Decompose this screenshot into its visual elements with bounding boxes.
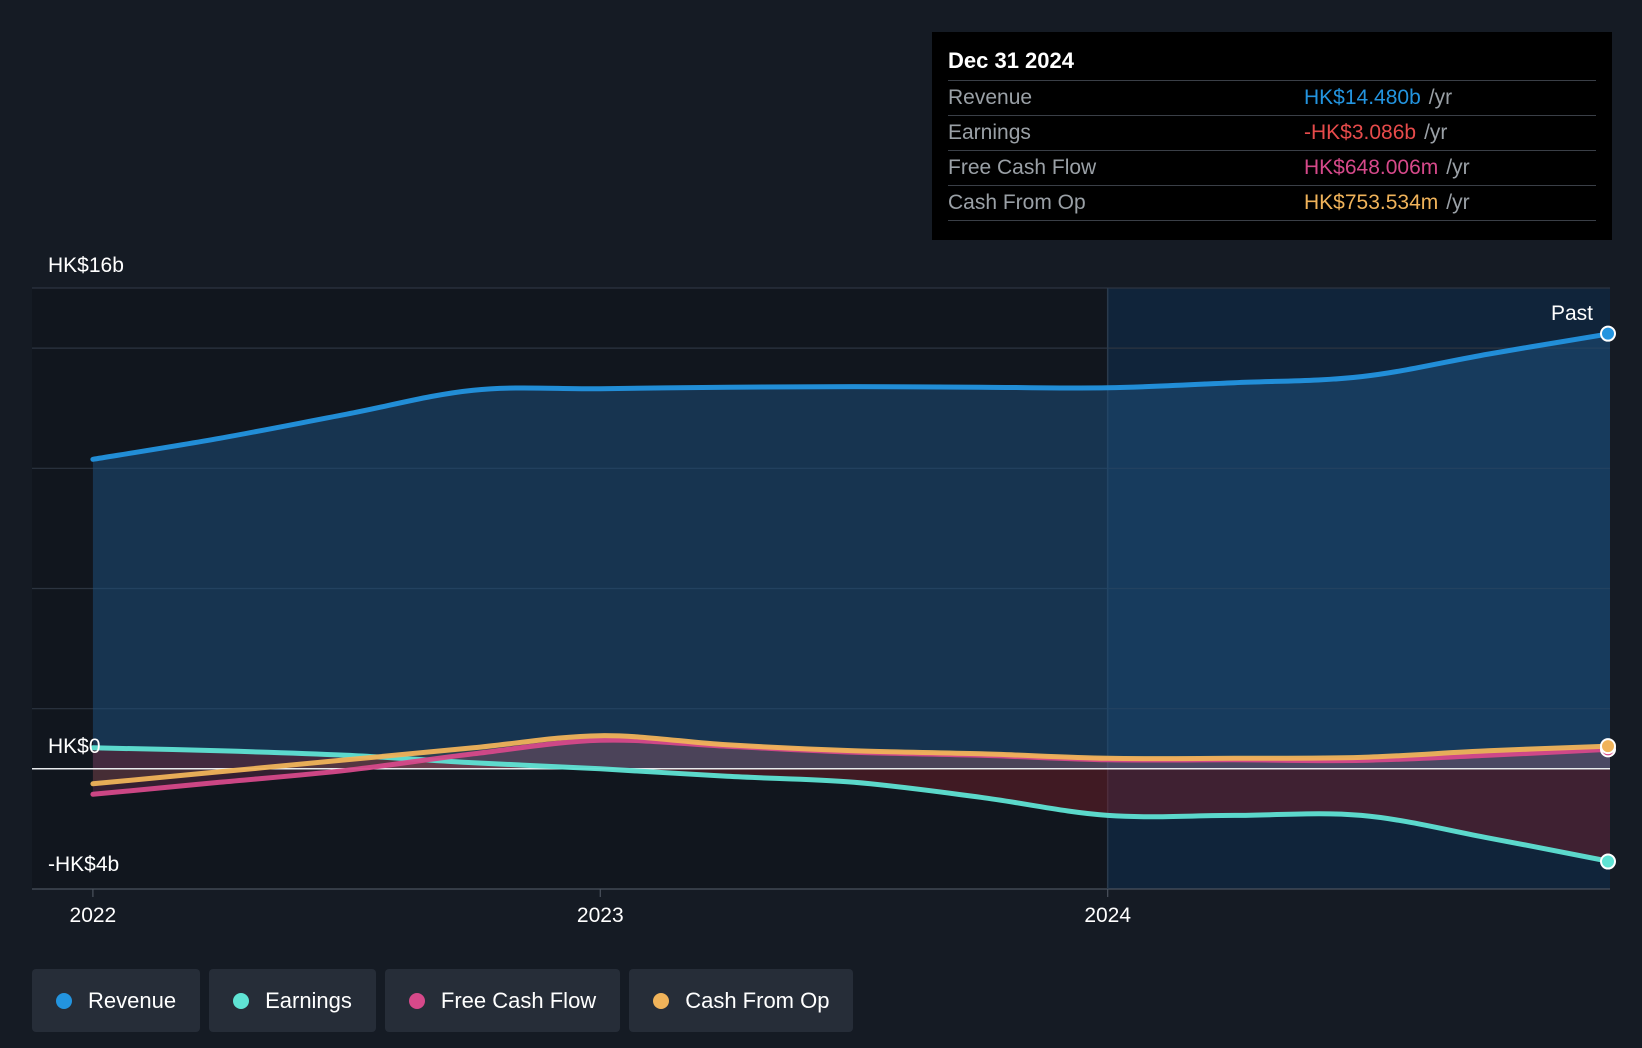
legend-dot-icon	[56, 992, 72, 1009]
legend-dot-icon	[653, 992, 670, 1009]
x-axis-labels: 2022 2023 2024	[70, 904, 1132, 927]
tooltip-label: Free Cash Flow	[948, 156, 1097, 179]
tooltip-label: Revenue	[948, 86, 1033, 109]
legend-item-free-cash-flow[interactable]: Free Cash Flow	[384, 969, 621, 1032]
x-tick-label: 2022	[70, 904, 117, 927]
line-earnings	[90, 745, 1613, 864]
line-revenue	[90, 331, 1613, 462]
area-free-cash-flow	[92, 740, 1610, 795]
legend-label: Free Cash Flow	[440, 987, 597, 1013]
tooltip-label: Earnings	[948, 121, 1031, 144]
tooltip-unit: /yr	[1446, 191, 1470, 214]
tooltip-date: Dec 31 2024	[948, 48, 1074, 73]
tooltip-value: HK$753.534m	[1304, 191, 1439, 214]
chart-legend: Revenue Earnings Free Cash Flow Cash Fro…	[32, 969, 854, 1032]
y-tick-label: -HK$4b	[48, 853, 119, 876]
tooltip-unit: /yr	[1446, 156, 1470, 179]
tooltip-value: -HK$3.086b	[1304, 121, 1417, 144]
y-tick-label: HK$16b	[48, 254, 124, 277]
past-label: Past	[1551, 302, 1593, 325]
tooltip-row-revenue: Revenue HK$14.480b /yr	[948, 80, 1596, 115]
tooltip-row-free-cash-flow: Free Cash Flow HK$648.006m /yr	[948, 150, 1596, 185]
tooltip-value: HK$14.480b	[1304, 86, 1421, 109]
series-end-markers	[1600, 325, 1616, 870]
y-tick-label: HK$0	[48, 735, 101, 758]
y-axis-labels: HK$16b HK$0 -HK$4b	[48, 254, 124, 876]
legend-item-earnings[interactable]: Earnings	[209, 969, 376, 1032]
legend-dot-icon	[408, 992, 425, 1009]
tooltip-unit: /yr	[1428, 86, 1453, 109]
area-earnings	[92, 747, 1610, 862]
tooltip-row-cash-from-op: Cash From Op HK$753.534m /yr	[948, 185, 1596, 221]
line-cash-from-op	[90, 733, 1613, 787]
end-marker-revenue	[1600, 325, 1616, 342]
area-revenue	[92, 333, 1610, 769]
legend-dot-icon	[233, 992, 250, 1009]
series-lines	[32, 331, 1613, 864]
legend-label: Revenue	[88, 987, 177, 1013]
series-areas	[92, 333, 1610, 862]
legend-label: Earnings	[265, 987, 352, 1013]
tooltip-unit: /yr	[1424, 121, 1448, 144]
tooltip-row-earnings: Earnings -HK$3.086b /yr	[948, 115, 1596, 150]
tooltip-label: Cash From Op	[948, 191, 1086, 214]
legend-label: Cash From Op	[685, 987, 830, 1013]
legend-item-revenue[interactable]: Revenue	[32, 969, 201, 1032]
x-tick-label: 2024	[1084, 904, 1131, 927]
data-tooltip: Dec 31 2024 Revenue HK$14.480b /yr Earni…	[932, 32, 1612, 240]
x-tick-label: 2023	[577, 904, 624, 927]
end-marker-earnings	[1600, 853, 1616, 870]
end-marker-cash-from-op	[1600, 738, 1616, 755]
area-cash-from-op	[92, 735, 1610, 784]
tooltip-value: HK$648.006m	[1304, 156, 1439, 179]
legend-item-cash-from-op[interactable]: Cash From Op	[629, 969, 854, 1032]
